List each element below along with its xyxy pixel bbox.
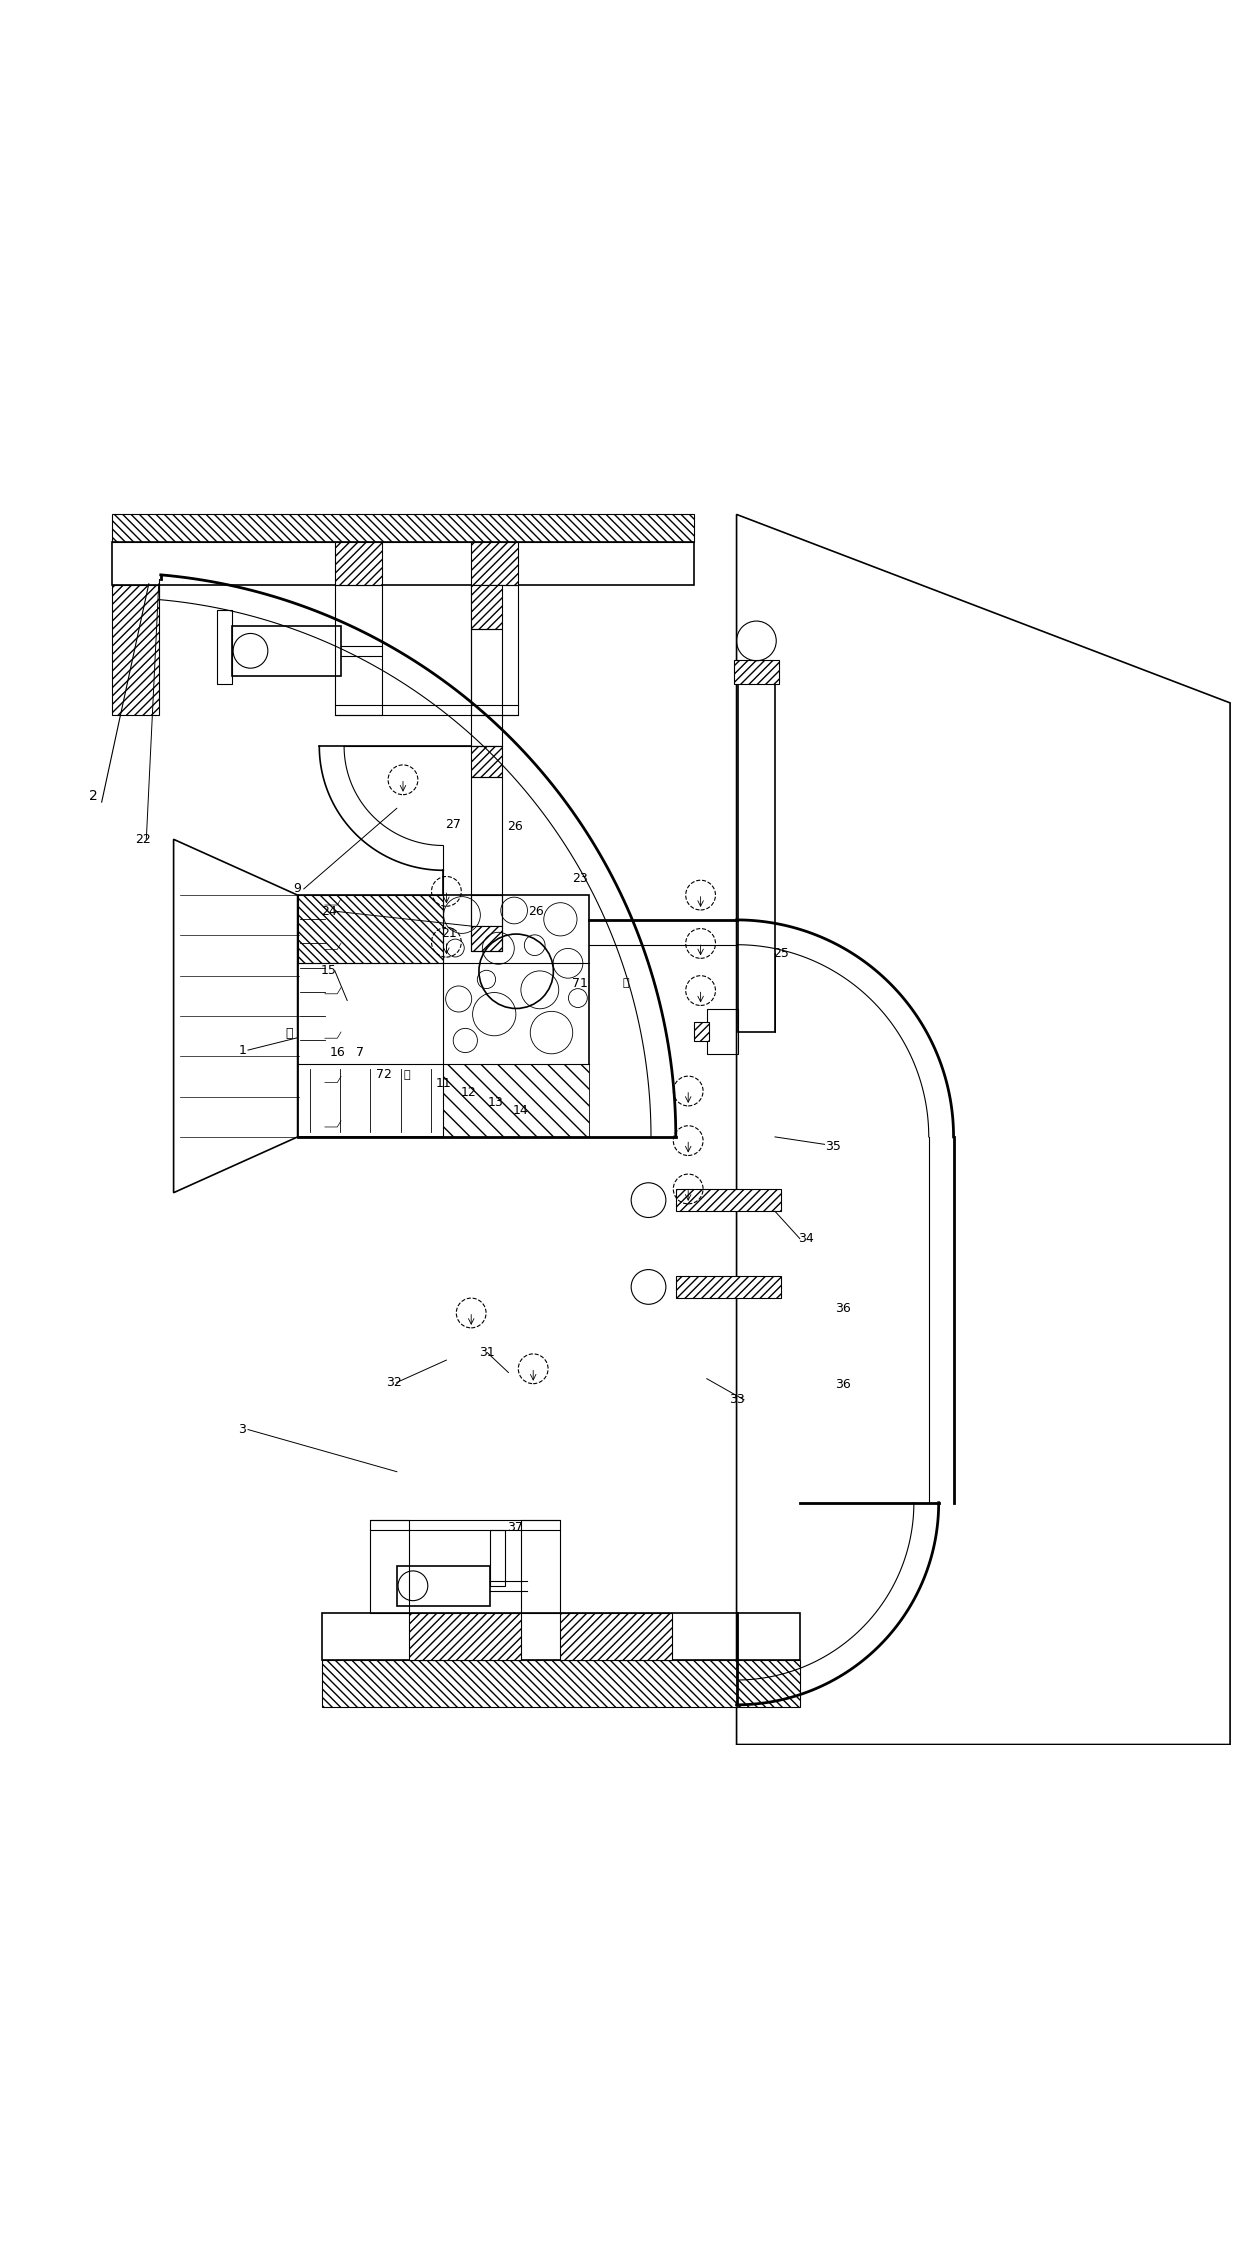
- Bar: [397, 1565, 490, 1606]
- Bar: [217, 609, 232, 684]
- Text: 36: 36: [836, 1379, 851, 1392]
- Bar: [471, 927, 502, 951]
- Text: 36: 36: [836, 1302, 851, 1313]
- Text: 37: 37: [507, 1520, 522, 1534]
- Bar: [734, 659, 779, 684]
- Bar: [471, 542, 518, 585]
- Text: 33: 33: [729, 1394, 744, 1406]
- Text: 35: 35: [826, 1140, 841, 1154]
- Text: 11: 11: [436, 1077, 451, 1091]
- Text: 71: 71: [573, 976, 588, 990]
- Text: 31: 31: [480, 1347, 495, 1358]
- Text: 23: 23: [573, 873, 588, 886]
- Text: 7: 7: [356, 1046, 363, 1059]
- Text: 3: 3: [238, 1424, 246, 1437]
- Bar: [676, 1190, 781, 1212]
- Text: 14: 14: [513, 1104, 528, 1118]
- Text: 9: 9: [294, 882, 301, 895]
- Bar: [676, 1275, 781, 1298]
- Bar: [370, 1520, 409, 1613]
- Text: 72: 72: [377, 1068, 392, 1082]
- Bar: [560, 1613, 672, 1660]
- Bar: [112, 585, 159, 715]
- Bar: [738, 684, 775, 1032]
- Bar: [694, 1021, 709, 1041]
- Bar: [298, 895, 589, 1138]
- Text: 12: 12: [461, 1086, 476, 1100]
- Text: 26: 26: [507, 821, 522, 834]
- Text: 21: 21: [441, 927, 456, 940]
- Text: 24: 24: [321, 904, 336, 918]
- Text: 32: 32: [387, 1376, 402, 1390]
- Text: 13: 13: [489, 1095, 503, 1109]
- Bar: [707, 1010, 738, 1055]
- Bar: [112, 542, 694, 585]
- Text: 右: 右: [622, 978, 630, 987]
- Bar: [335, 542, 382, 585]
- Bar: [471, 585, 502, 627]
- Text: 25: 25: [774, 947, 789, 960]
- Text: 1: 1: [239, 1044, 247, 1057]
- Bar: [444, 1064, 589, 1138]
- Text: 34: 34: [799, 1232, 813, 1246]
- Text: 15: 15: [321, 965, 336, 978]
- Bar: [322, 1613, 800, 1660]
- Bar: [490, 1529, 505, 1586]
- Text: 26: 26: [528, 904, 543, 918]
- Bar: [471, 585, 518, 715]
- Polygon shape: [737, 515, 1230, 1745]
- Bar: [322, 1660, 800, 1707]
- Bar: [298, 895, 444, 963]
- Bar: [471, 778, 502, 927]
- Bar: [471, 747, 502, 778]
- Bar: [471, 895, 502, 951]
- Bar: [521, 1520, 560, 1613]
- Text: 2: 2: [88, 789, 98, 803]
- Text: 上: 上: [285, 1028, 293, 1041]
- Bar: [409, 1613, 521, 1660]
- Bar: [471, 627, 502, 747]
- Text: 27: 27: [445, 819, 460, 830]
- Bar: [232, 625, 341, 675]
- Text: 左: 左: [403, 1071, 410, 1080]
- Bar: [112, 515, 694, 542]
- Text: 22: 22: [135, 832, 150, 846]
- Bar: [335, 585, 382, 715]
- Text: 16: 16: [330, 1046, 345, 1059]
